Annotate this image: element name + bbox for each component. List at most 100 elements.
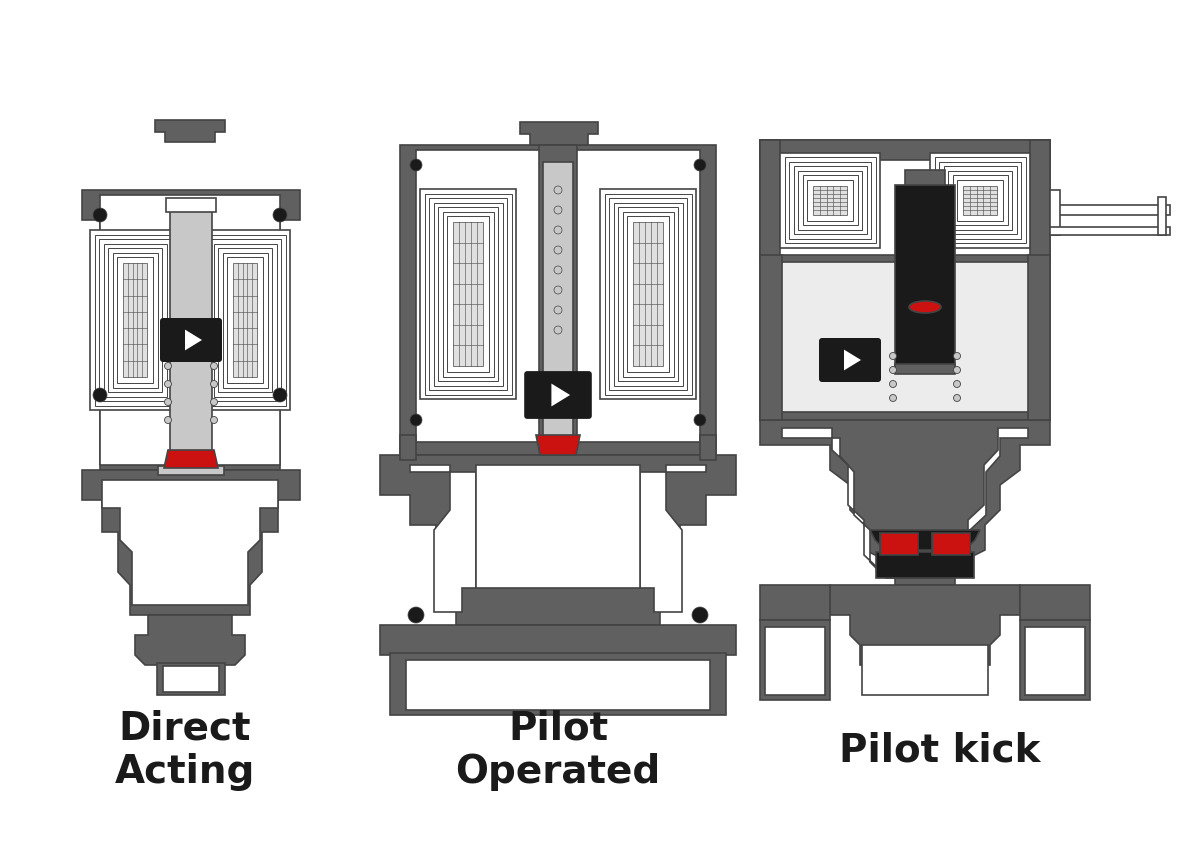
- Bar: [454, 222, 482, 366]
- Circle shape: [694, 414, 706, 426]
- Bar: [766, 627, 826, 695]
- Bar: [628, 216, 670, 372]
- Bar: [798, 171, 862, 230]
- Bar: [108, 248, 162, 392]
- Bar: [542, 162, 574, 442]
- Circle shape: [954, 353, 960, 360]
- Bar: [1025, 627, 1085, 695]
- Bar: [438, 207, 498, 381]
- Bar: [227, 257, 263, 383]
- Polygon shape: [410, 465, 476, 612]
- Bar: [400, 145, 716, 455]
- Bar: [778, 262, 1032, 412]
- Bar: [862, 645, 988, 695]
- Bar: [425, 194, 511, 394]
- Bar: [433, 202, 503, 386]
- Circle shape: [210, 381, 217, 388]
- Bar: [618, 207, 678, 381]
- Bar: [233, 263, 257, 377]
- Bar: [209, 239, 281, 401]
- Polygon shape: [164, 450, 218, 468]
- Circle shape: [554, 326, 562, 334]
- Bar: [634, 222, 662, 366]
- Bar: [539, 145, 577, 445]
- Text: Pilot
Operated: Pilot Operated: [455, 709, 661, 791]
- Bar: [158, 466, 224, 475]
- Bar: [808, 179, 853, 220]
- Bar: [953, 175, 1008, 225]
- Circle shape: [210, 362, 217, 370]
- Bar: [760, 140, 780, 260]
- Bar: [200, 230, 290, 410]
- Polygon shape: [760, 585, 830, 620]
- Bar: [760, 255, 1050, 420]
- Bar: [98, 239, 172, 401]
- Circle shape: [692, 607, 708, 623]
- Circle shape: [954, 394, 960, 401]
- Circle shape: [210, 399, 217, 405]
- FancyBboxPatch shape: [160, 318, 222, 362]
- Polygon shape: [380, 455, 736, 625]
- Polygon shape: [760, 420, 1050, 585]
- Bar: [430, 198, 508, 390]
- Text: Pilot kick: Pilot kick: [839, 731, 1040, 769]
- Polygon shape: [476, 465, 640, 588]
- Bar: [446, 216, 490, 372]
- Bar: [1030, 140, 1050, 260]
- Circle shape: [554, 206, 562, 214]
- Bar: [760, 620, 830, 700]
- FancyBboxPatch shape: [524, 371, 592, 419]
- Polygon shape: [536, 435, 580, 455]
- Bar: [943, 166, 1016, 234]
- Bar: [613, 202, 683, 386]
- Polygon shape: [700, 435, 716, 460]
- Polygon shape: [82, 470, 300, 615]
- Bar: [170, 210, 212, 460]
- Bar: [95, 235, 175, 405]
- Circle shape: [164, 362, 172, 370]
- Circle shape: [889, 394, 896, 401]
- Polygon shape: [82, 190, 300, 470]
- Bar: [880, 533, 918, 555]
- Ellipse shape: [910, 301, 941, 313]
- Circle shape: [274, 388, 287, 402]
- Bar: [420, 189, 516, 399]
- Polygon shape: [844, 349, 862, 371]
- Bar: [803, 175, 858, 225]
- Circle shape: [554, 266, 562, 274]
- Circle shape: [408, 607, 424, 623]
- Bar: [760, 140, 1050, 160]
- Polygon shape: [400, 435, 416, 460]
- Bar: [814, 185, 847, 214]
- Circle shape: [94, 208, 107, 222]
- Bar: [204, 235, 286, 405]
- Circle shape: [954, 366, 960, 373]
- Polygon shape: [870, 530, 980, 550]
- Circle shape: [164, 399, 172, 405]
- FancyBboxPatch shape: [818, 338, 881, 382]
- Bar: [1020, 620, 1090, 700]
- Bar: [940, 162, 1021, 239]
- Bar: [416, 150, 700, 442]
- Bar: [157, 663, 226, 695]
- Circle shape: [889, 381, 896, 388]
- Bar: [895, 364, 955, 374]
- Bar: [118, 257, 154, 383]
- Bar: [948, 171, 1012, 230]
- Circle shape: [694, 159, 706, 171]
- Bar: [760, 140, 1050, 260]
- Bar: [780, 152, 880, 247]
- Bar: [214, 243, 276, 396]
- Polygon shape: [380, 625, 736, 675]
- Bar: [760, 255, 782, 420]
- Circle shape: [410, 414, 422, 426]
- Circle shape: [554, 306, 562, 314]
- Bar: [163, 666, 220, 692]
- Circle shape: [554, 286, 562, 294]
- Bar: [610, 198, 686, 390]
- Bar: [623, 212, 673, 377]
- Bar: [218, 248, 272, 392]
- Polygon shape: [102, 480, 278, 605]
- Circle shape: [410, 159, 422, 171]
- Bar: [1050, 227, 1170, 235]
